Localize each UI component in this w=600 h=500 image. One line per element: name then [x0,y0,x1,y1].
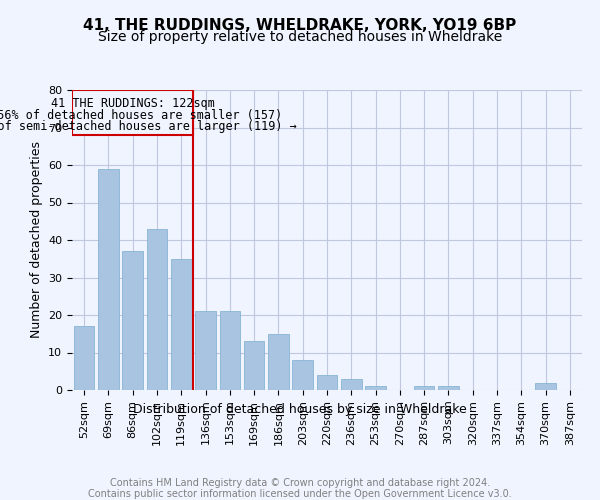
Text: 41, THE RUDDINGS, WHELDRAKE, YORK, YO19 6BP: 41, THE RUDDINGS, WHELDRAKE, YORK, YO19 … [83,18,517,32]
Bar [244,341,265,390]
Bar [195,311,216,390]
Bar [438,386,459,390]
Text: 41 THE RUDDINGS: 122sqm: 41 THE RUDDINGS: 122sqm [51,98,215,110]
Bar [414,386,434,390]
Text: ← 56% of detached houses are smaller (157): ← 56% of detached houses are smaller (15… [0,109,283,122]
Y-axis label: Number of detached properties: Number of detached properties [29,142,43,338]
Bar [74,326,94,390]
Text: Contains HM Land Registry data © Crown copyright and database right 2024.
Contai: Contains HM Land Registry data © Crown c… [88,478,512,499]
Bar [98,169,119,390]
Bar [341,379,362,390]
Text: Size of property relative to detached houses in Wheldrake: Size of property relative to detached ho… [98,30,502,44]
Bar [292,360,313,390]
FancyBboxPatch shape [72,90,193,135]
Text: 43% of semi-detached houses are larger (119) →: 43% of semi-detached houses are larger (… [0,120,296,133]
Bar [365,386,386,390]
Bar [171,259,191,390]
Bar [146,229,167,390]
Bar [268,334,289,390]
Bar [535,382,556,390]
Bar [317,375,337,390]
Bar [122,251,143,390]
Text: Distribution of detached houses by size in Wheldrake: Distribution of detached houses by size … [133,402,467,415]
Bar [220,311,240,390]
